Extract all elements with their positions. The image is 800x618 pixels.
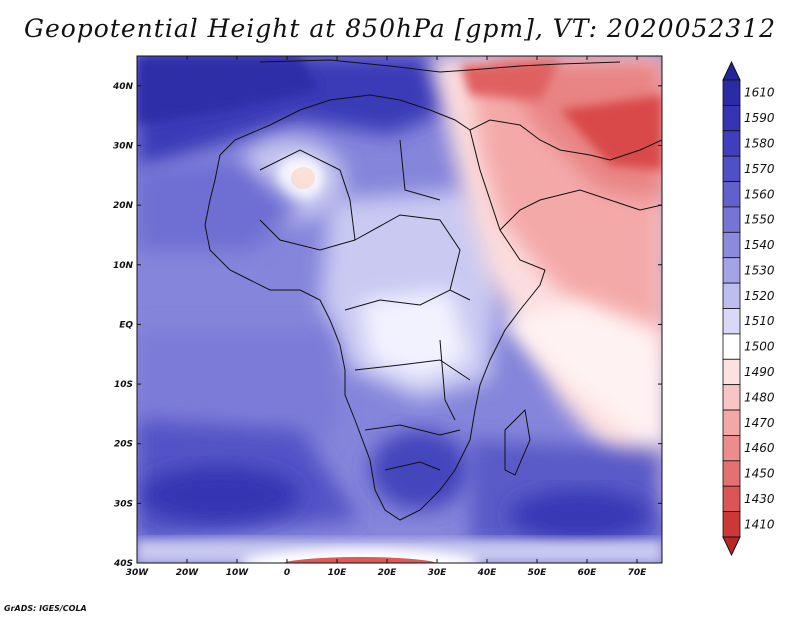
colorbar-label: 1460 (744, 441, 775, 455)
colorbar-swatch (722, 384, 741, 411)
colorbar-swatch (722, 460, 741, 487)
lat-tick-label: 40S (113, 559, 133, 569)
lat-tick-label: EQ (119, 320, 133, 330)
lon-tick-label: 30E (428, 568, 448, 578)
lat-tick-label: 10S (114, 380, 133, 390)
lon-tick-label: 70E (628, 568, 648, 578)
colorbar-label: 1480 (744, 390, 775, 404)
colorbar-swatch (722, 79, 741, 106)
colorbar-top-arrow (722, 60, 741, 81)
colorbar: 1610 1590 1580 1570 1560 1550 1540 1530 1520 1510… (722, 60, 775, 557)
colorbar-bottom-arrow (722, 536, 741, 557)
colorbar-swatch (722, 409, 741, 436)
height-field (137, 56, 662, 563)
colorbar-swatch (722, 231, 741, 259)
colorbar-label: 1430 (744, 492, 775, 506)
colorbar-swatch (722, 485, 741, 513)
lat-tick-label: 30S (114, 499, 133, 509)
lat-tick-label: 40N (112, 82, 134, 92)
colorbar-label: 1590 (744, 111, 775, 125)
colorbar-label: 1450 (744, 467, 775, 481)
colorbar-label: 1530 (744, 263, 775, 277)
colorbar-label: 1470 (744, 416, 775, 430)
lon-tick-label: 50E (528, 568, 548, 578)
colorbar-swatch (722, 282, 741, 309)
lat-tick-label: 20S (114, 440, 133, 450)
lon-tick-label: 40E (477, 568, 498, 578)
lon-tick-label: 20W (176, 568, 200, 578)
lon-tick-label: 30W (126, 568, 150, 578)
colorbar-swatch (722, 308, 741, 335)
lat-tick-label: 10N (113, 261, 134, 271)
colorbar-label: 1410 (744, 517, 775, 531)
colorbar-label: 1510 (744, 314, 775, 328)
colorbar-label: 1580 (744, 136, 775, 150)
lat-tick-label: 20N (113, 201, 134, 211)
colorbar-swatch (722, 206, 741, 233)
colorbar-label: 1490 (744, 365, 775, 379)
colorbar-swatch (722, 130, 741, 157)
colorbar-swatch (722, 511, 741, 538)
colorbar-swatch (722, 358, 741, 386)
colorbar-label: 1540 (744, 238, 775, 252)
colorbar-label: 1560 (744, 187, 775, 201)
longitude-axis: 30W 20W 10W 0 10E 20E 30E 40E 50E 60E 70E (126, 56, 647, 578)
colorbar-label: 1610 (744, 86, 775, 100)
lon-tick-label: 10W (226, 568, 250, 578)
colorbar-swatch (722, 155, 741, 182)
lon-tick-label: 0 (284, 568, 290, 578)
colorbar-swatch (722, 333, 741, 360)
credit-text: GrADS: IGES/COLA (4, 604, 87, 613)
colorbar-swatch (722, 181, 741, 208)
colorbar-label: 1550 (744, 213, 775, 227)
lon-tick-label: 10E (328, 568, 348, 578)
colorbar-swatch (722, 257, 741, 284)
colorbar-label: 1500 (744, 340, 775, 354)
lat-tick-label: 30N (113, 141, 134, 151)
colorbar-label: 1520 (744, 289, 775, 303)
lon-tick-label: 20E (378, 568, 398, 578)
coastlines (204, 59, 662, 521)
map-frame (136, 55, 663, 564)
colorbar-swatch (722, 435, 741, 462)
colorbar-swatch (722, 104, 741, 132)
colorbar-label: 1570 (744, 162, 775, 176)
map-title: Geopotential Height at 850hPa [gpm], VT:… (23, 14, 777, 43)
lon-tick-label: 60E (578, 568, 598, 578)
latitude-axis: 40N 30N 20N 10N EQ 10S 20S 30S 40S (112, 82, 662, 569)
